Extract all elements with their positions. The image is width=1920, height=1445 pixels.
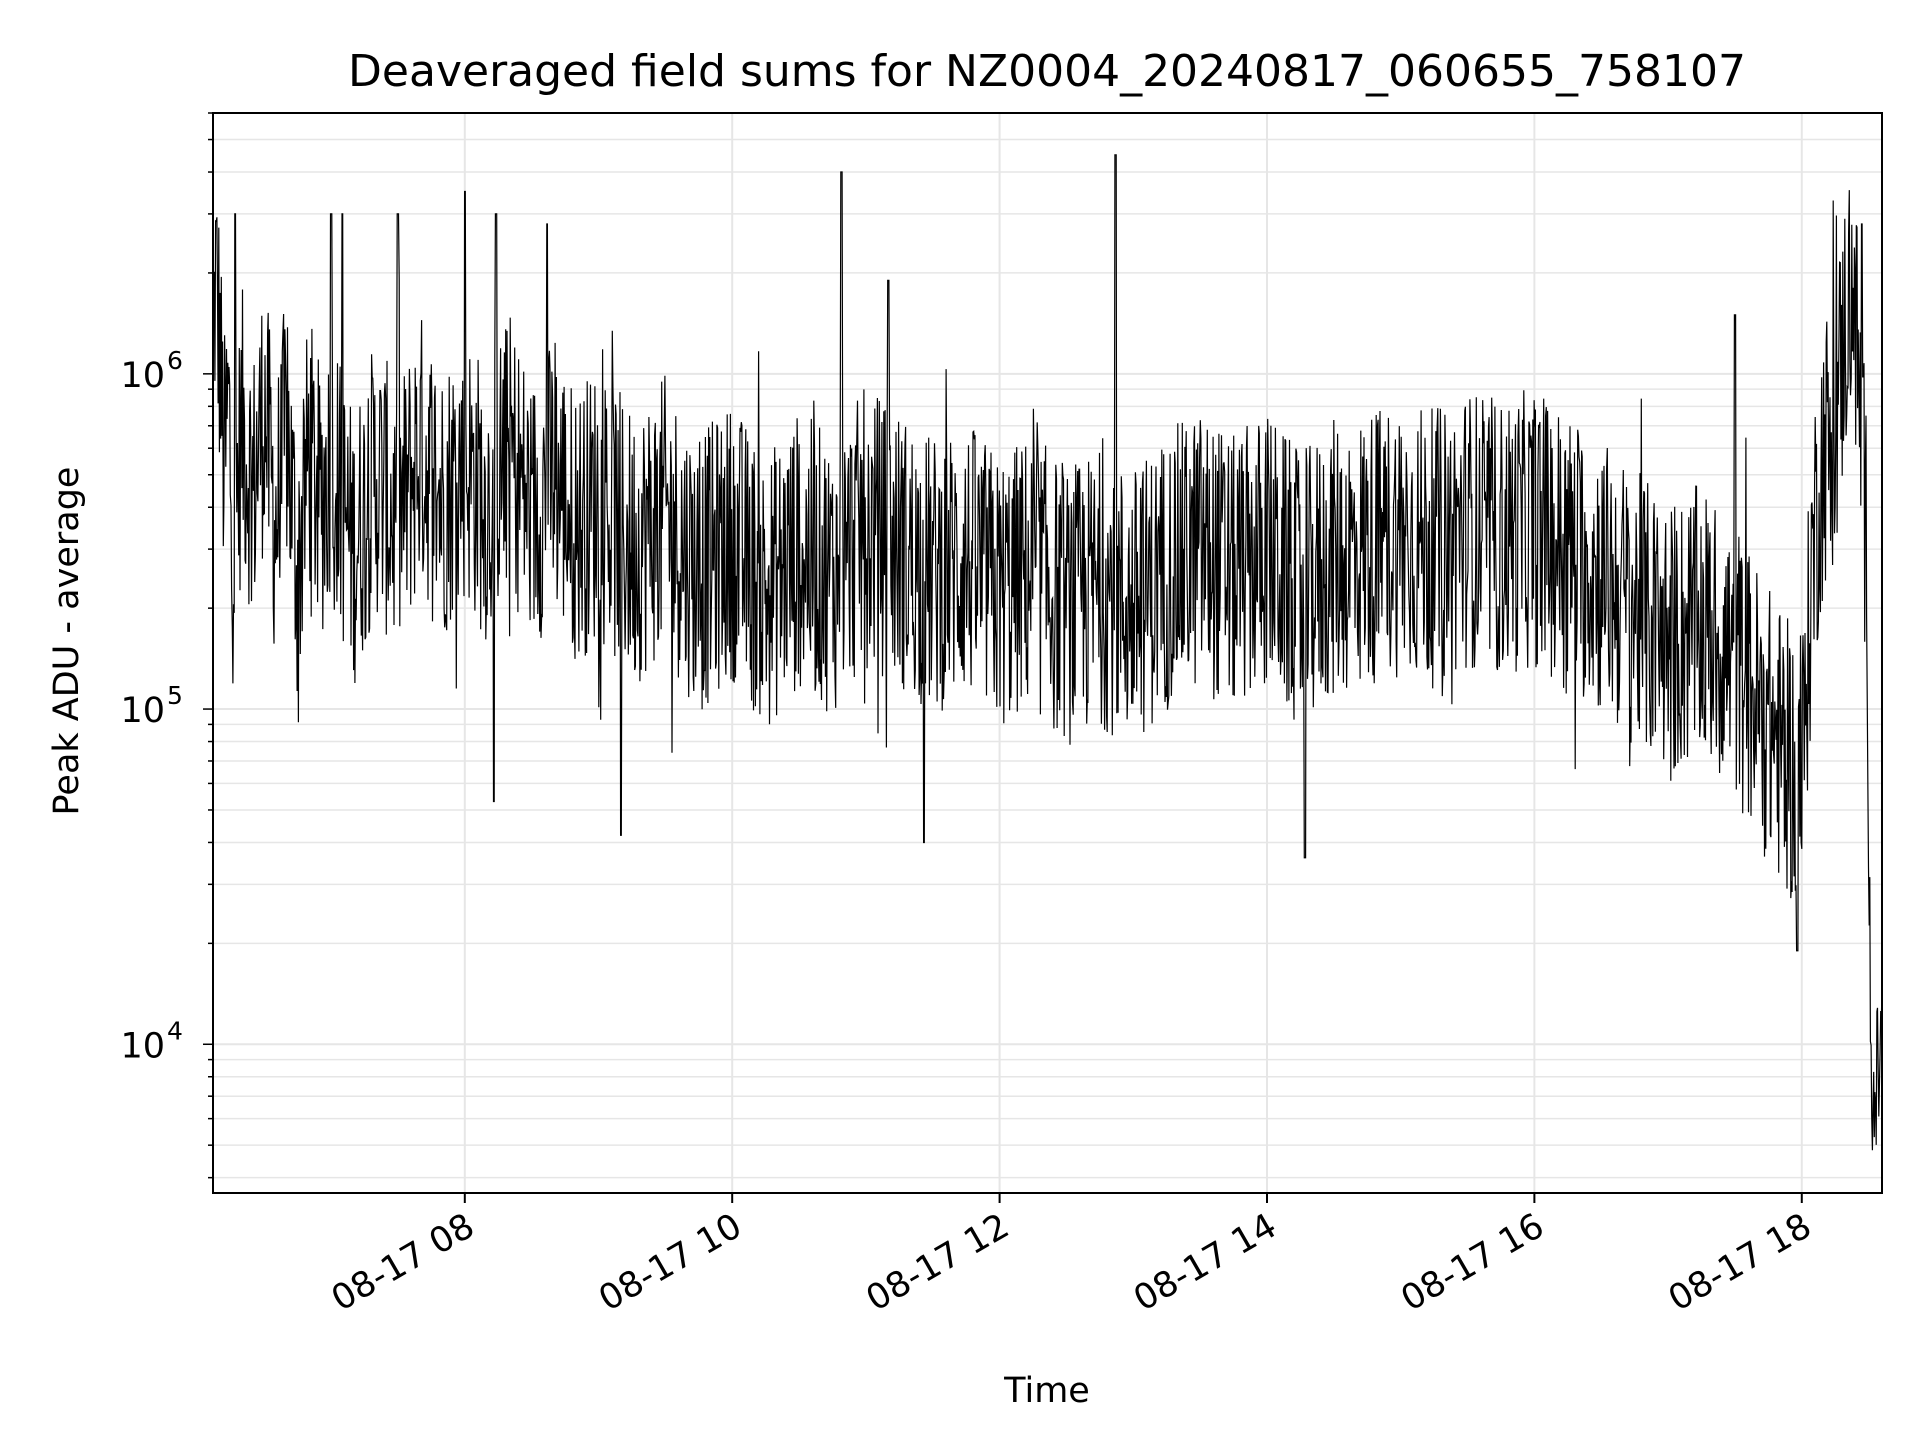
y-tick-label: 10 <box>120 356 165 396</box>
y-tick-exponent: 5 <box>167 681 183 710</box>
chart-title: Deaveraged field sums for NZ0004_2024081… <box>348 46 1746 97</box>
y-tick-exponent: 4 <box>167 1016 183 1045</box>
y-axis-label: Peak ADU - average <box>47 467 87 816</box>
series-path <box>212 154 1883 1151</box>
y-tick-exponent: 6 <box>167 346 183 375</box>
plot-frame <box>212 112 1883 1194</box>
y-tick-label: 10 <box>120 691 165 731</box>
series-line <box>212 154 1883 1151</box>
x-axis-label: Time <box>1003 1371 1090 1411</box>
y-tick-label: 10 <box>120 1026 165 1066</box>
